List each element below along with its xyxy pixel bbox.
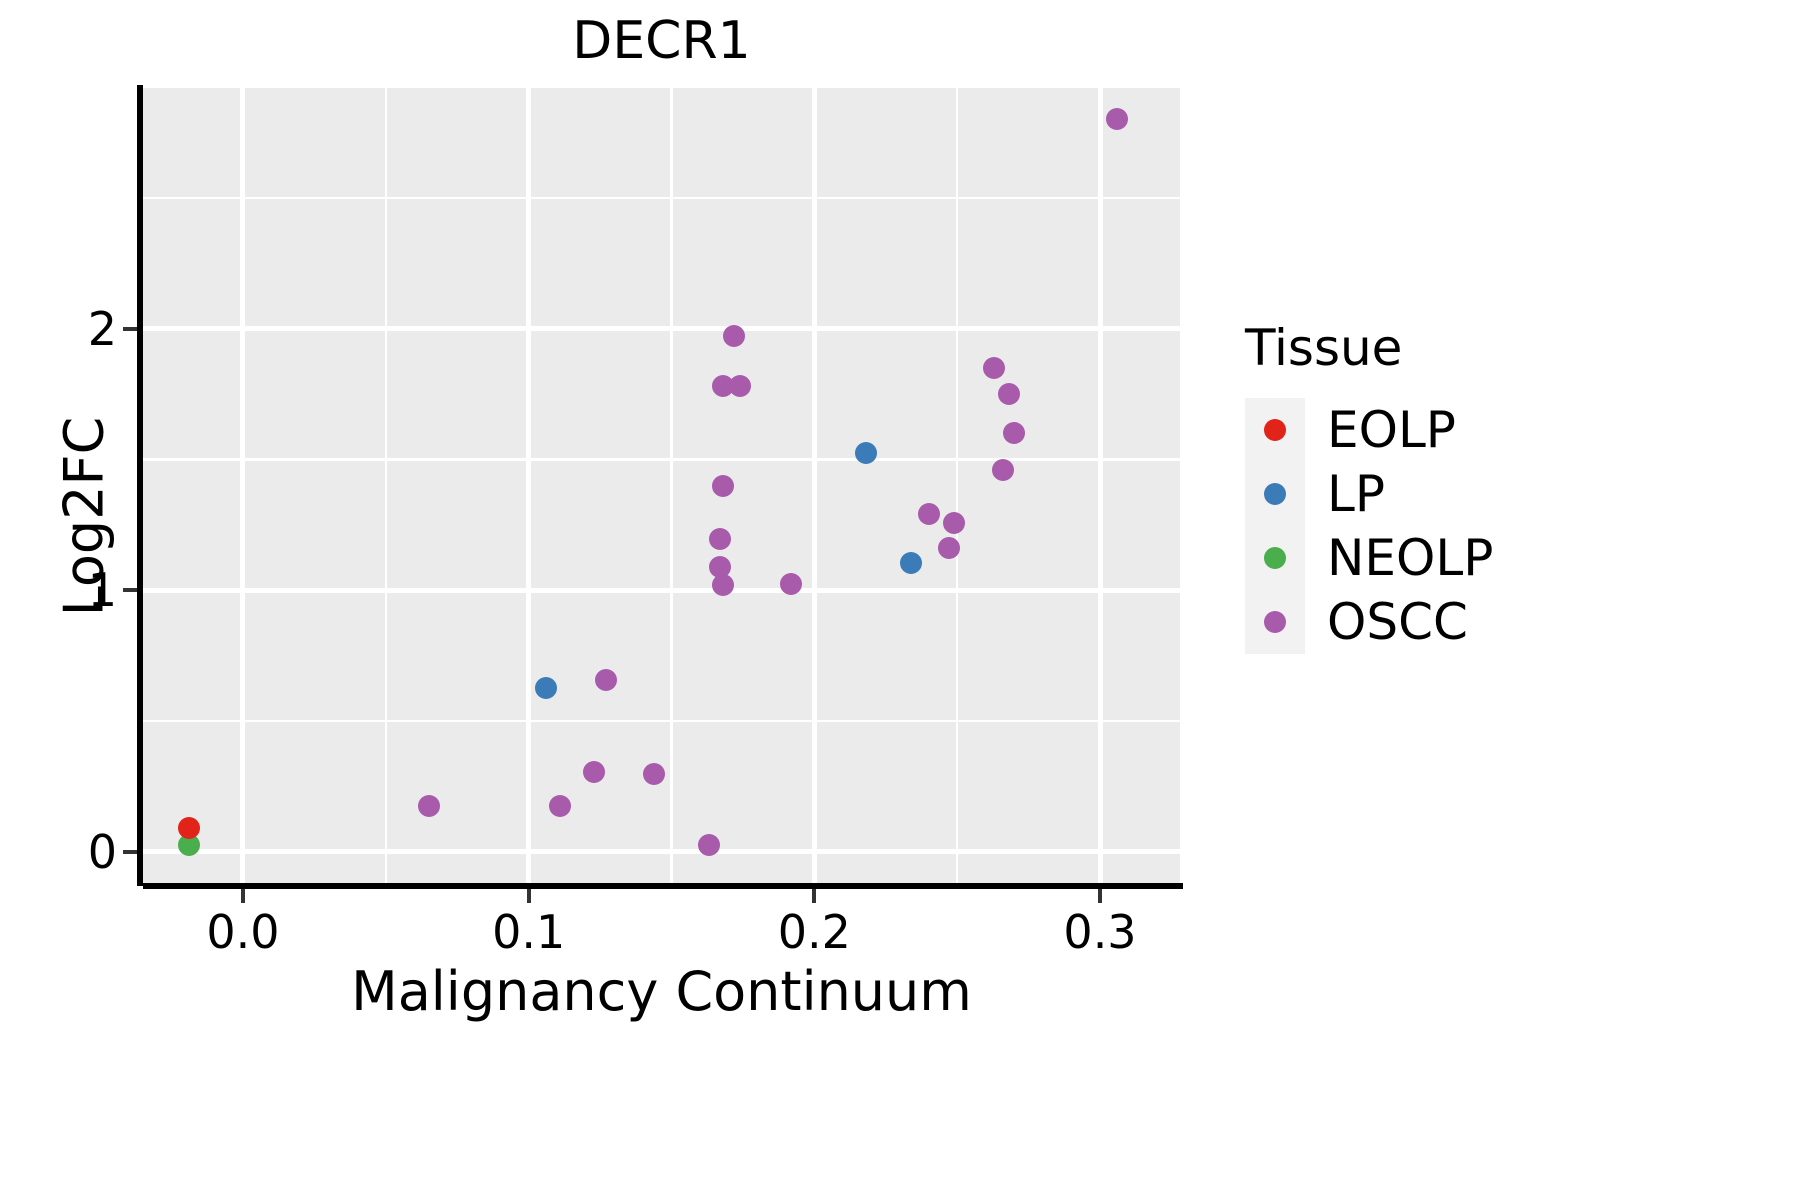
data-point-oscc xyxy=(583,760,606,783)
legend-item-eolp[interactable]: EOLP xyxy=(1245,398,1493,462)
data-point-oscc xyxy=(917,503,940,526)
data-point-oscc xyxy=(1106,108,1129,131)
data-point-oscc xyxy=(711,375,734,398)
gridline-v-minor xyxy=(955,88,959,883)
legend-item-label: OSCC xyxy=(1327,593,1468,651)
data-point-oscc xyxy=(643,763,666,786)
legend-dot-icon xyxy=(1264,547,1286,569)
data-point-oscc xyxy=(709,528,732,551)
x-axis-tick-label: 0.0 xyxy=(206,905,280,959)
data-point-oscc xyxy=(594,669,617,692)
data-point-neolp xyxy=(177,834,200,857)
legend-title: Tissue xyxy=(1245,319,1403,377)
data-point-oscc xyxy=(997,382,1020,405)
gridline-v-minor xyxy=(384,88,388,883)
chart-title: DECR1 xyxy=(572,11,751,71)
plot-panel xyxy=(143,88,1180,883)
data-point-lp xyxy=(900,551,923,574)
data-point-oscc xyxy=(943,512,966,535)
y-axis-tick xyxy=(123,326,137,331)
x-axis-tick-label: 0.1 xyxy=(492,905,566,959)
y-axis-tick xyxy=(123,588,137,593)
legend-item-label: EOLP xyxy=(1327,401,1456,459)
x-axis-line xyxy=(143,883,1183,889)
legend-dot-icon xyxy=(1264,611,1286,633)
data-point-oscc xyxy=(549,794,572,817)
legend-key xyxy=(1245,526,1305,590)
gridline-v-major xyxy=(240,88,246,883)
x-axis-tick xyxy=(812,889,817,903)
x-axis-tick xyxy=(526,889,531,903)
x-axis-tick xyxy=(240,889,245,903)
data-point-oscc xyxy=(711,573,734,596)
gridline-h-minor xyxy=(143,196,1180,200)
data-point-oscc xyxy=(711,474,734,497)
y-axis-tick-label: 0 xyxy=(87,824,117,879)
data-point-lp xyxy=(854,441,877,464)
data-point-oscc xyxy=(697,834,720,857)
gridline-v-minor xyxy=(670,88,673,883)
x-axis-tick-label: 0.3 xyxy=(1063,905,1137,959)
data-point-oscc xyxy=(983,356,1006,379)
gridline-h-minor xyxy=(143,458,1180,461)
x-axis-title: Malignancy Continuum xyxy=(351,960,972,1023)
x-axis-tick xyxy=(1098,889,1102,903)
legend-items: EOLP LP NEOLP OSCC xyxy=(1245,398,1493,654)
data-point-oscc xyxy=(991,458,1014,481)
legend-item-label: NEOLP xyxy=(1327,529,1494,587)
data-point-eolp xyxy=(177,817,200,840)
data-point-oscc xyxy=(1003,422,1026,445)
legend-item-label: LP xyxy=(1327,465,1386,523)
gridline-h-major xyxy=(143,326,1180,332)
legend-key xyxy=(1245,398,1305,462)
y-axis-tick-label: 1 xyxy=(87,563,117,618)
legend-key xyxy=(1245,590,1305,654)
gridline-h-major xyxy=(143,587,1180,593)
y-axis-title: Log2FC xyxy=(52,416,116,617)
data-point-lp xyxy=(534,677,557,700)
gridline-v-major xyxy=(526,88,532,883)
y-axis-tick-label: 2 xyxy=(87,301,117,356)
data-point-oscc xyxy=(723,325,746,348)
data-point-oscc xyxy=(729,375,752,398)
x-axis-tick-label: 0.2 xyxy=(777,905,851,959)
gridline-v-major xyxy=(1097,88,1103,883)
legend-key xyxy=(1245,462,1305,526)
gridline-h-major xyxy=(143,849,1180,855)
legend-item-oscc[interactable]: OSCC xyxy=(1245,590,1493,654)
legend-dot-icon xyxy=(1264,419,1286,441)
data-point-oscc xyxy=(937,537,960,560)
data-point-oscc xyxy=(417,794,440,817)
legend-item-lp[interactable]: LP xyxy=(1245,462,1493,526)
legend-dot-icon xyxy=(1264,483,1286,505)
legend-item-neolp[interactable]: NEOLP xyxy=(1245,526,1493,590)
data-point-oscc xyxy=(780,572,803,595)
data-point-oscc xyxy=(709,555,732,578)
y-axis-tick xyxy=(123,849,137,854)
gridline-h-minor xyxy=(143,719,1180,723)
y-axis-line xyxy=(137,85,143,886)
legend: Tissue EOLP LP NEOLP OSCC xyxy=(1245,320,1493,654)
gridline-v-major xyxy=(811,88,817,883)
